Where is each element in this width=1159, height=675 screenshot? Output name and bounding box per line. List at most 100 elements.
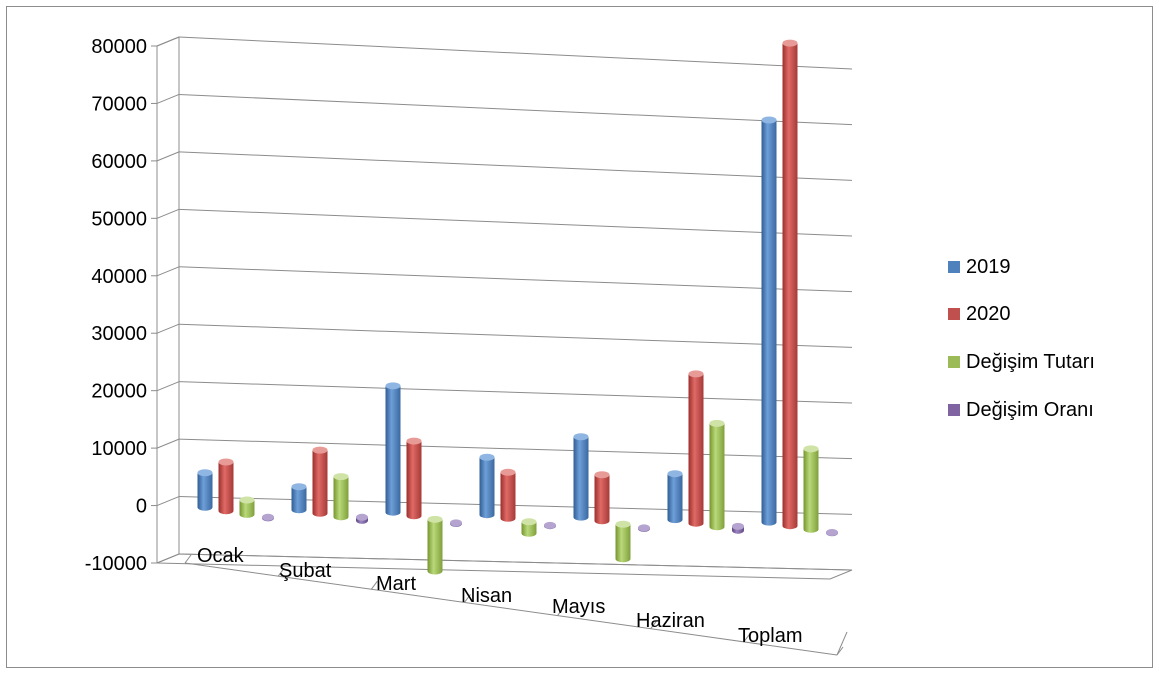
bar-Değişim Tutarı-Mart [427,515,443,575]
bar-base [197,503,213,511]
bar-Değişim Oranı-Haziran [732,522,744,534]
bar-body [291,486,307,510]
x-tick-mark [370,580,378,590]
gridline-side [156,93,180,104]
bar-top [312,446,328,454]
bar-base [406,512,422,520]
bar-body [709,423,725,527]
x-category-label: Haziran [636,610,705,632]
bar-2020-Nisan [500,468,516,522]
y-tick-label: 30000 [91,323,147,345]
y-tick-label: 0 [136,496,147,518]
bar-top [667,470,683,478]
bar-base [479,511,495,519]
bar-top [594,471,610,479]
y-tick-label: 50000 [91,208,147,230]
bar-2020-Mart [406,437,422,520]
x-tick-mark [184,554,192,564]
gridline [178,208,853,237]
bar-body [333,476,349,517]
bar-top [197,469,213,477]
gridline-side [156,438,180,449]
bar-top [427,515,443,523]
bar-body [594,474,610,521]
y-tick-label: -10000 [85,553,147,575]
bar-top [406,437,422,445]
x-category-label: Şubat [279,560,332,582]
legend: 2019 2020 Değişim Tutarı Değişim Oranı [948,256,1095,421]
bar-body [615,524,631,559]
bar-Değişim Tutarı-Ocak [239,496,255,518]
bar-body [500,472,516,519]
y-tick-label: 80000 [91,36,147,58]
bar-top [450,519,462,527]
bar-base [500,514,516,522]
bar-top [573,433,589,441]
bar-body [197,472,213,508]
bar-Değişim Oranı-Mart [450,519,462,528]
bar-Değişim Oranı-Toplam [826,528,838,537]
gridline-side [156,323,180,334]
bar-body [688,373,704,524]
gridline [178,381,853,404]
gridline-side [156,151,180,162]
bar-body [521,521,537,534]
y-tick-label: 70000 [91,93,147,115]
bar-top [615,520,631,528]
bar-top [688,370,704,378]
bar-2019-Haziran [667,470,683,524]
legend-label: Değişim Oranı [966,399,1094,421]
bar-base [427,567,443,575]
bar-top [826,528,838,536]
bar-top [333,473,349,481]
bar-base [239,510,255,518]
bar-Değişim Oranı-Mayıs [638,524,650,533]
bar-base [615,555,631,563]
bar-base [761,518,777,526]
gridline-side [156,553,180,564]
bar-top [732,522,744,530]
bar-body [573,436,589,518]
chart-walls [156,36,853,580]
bar-base [385,508,401,516]
x-category-label: Mayıs [552,596,605,618]
bar-body [803,448,819,530]
bar-body [761,120,777,523]
legend-label: Değişim Tutarı [966,351,1095,373]
bar-2020-Ocak [218,458,234,515]
bar-body [479,457,495,515]
bar-2020-Şubat [312,446,328,517]
y-tick-label: 60000 [91,151,147,173]
bar-chart-3d: 80000 70000 60000 50000 40000 30000 20000 10000… [85,36,1095,656]
bar-Değişim Tutarı-Toplam [803,445,819,533]
bar-top [356,513,368,521]
chart-frame: 80000 70000 60000 50000 40000 30000 20000 10000… [6,6,1153,668]
x-axis-end [836,631,848,656]
bar-body [312,450,328,514]
legend-swatch [948,308,960,320]
gridline [178,553,853,571]
gridline-side [156,36,180,47]
bar-base [312,509,328,517]
bar-base [521,529,537,537]
x-tick-mark [743,633,751,643]
bar-2019-Nisan [479,453,495,519]
gridline-side [156,496,180,507]
bar-base [667,516,683,524]
bar-top [291,483,307,491]
bar-Değişim Tutarı-Mayıs [615,520,631,563]
bar-Değişim Tutarı-Haziran [709,419,725,531]
bar-2019-Mayıs [573,433,589,521]
bar-2019-Toplam [761,116,777,526]
x-category-label: Mart [376,573,416,595]
bar-base [594,517,610,525]
bar-Değişim Oranı-Şubat [356,513,368,524]
bar-body [427,519,443,572]
bar-top [239,496,255,504]
gridline [178,36,853,70]
bar-base [291,506,307,514]
floor-outline [156,553,853,580]
legend-swatch [948,261,960,273]
bar-body [667,473,683,520]
bar-2019-Şubat [291,483,307,514]
